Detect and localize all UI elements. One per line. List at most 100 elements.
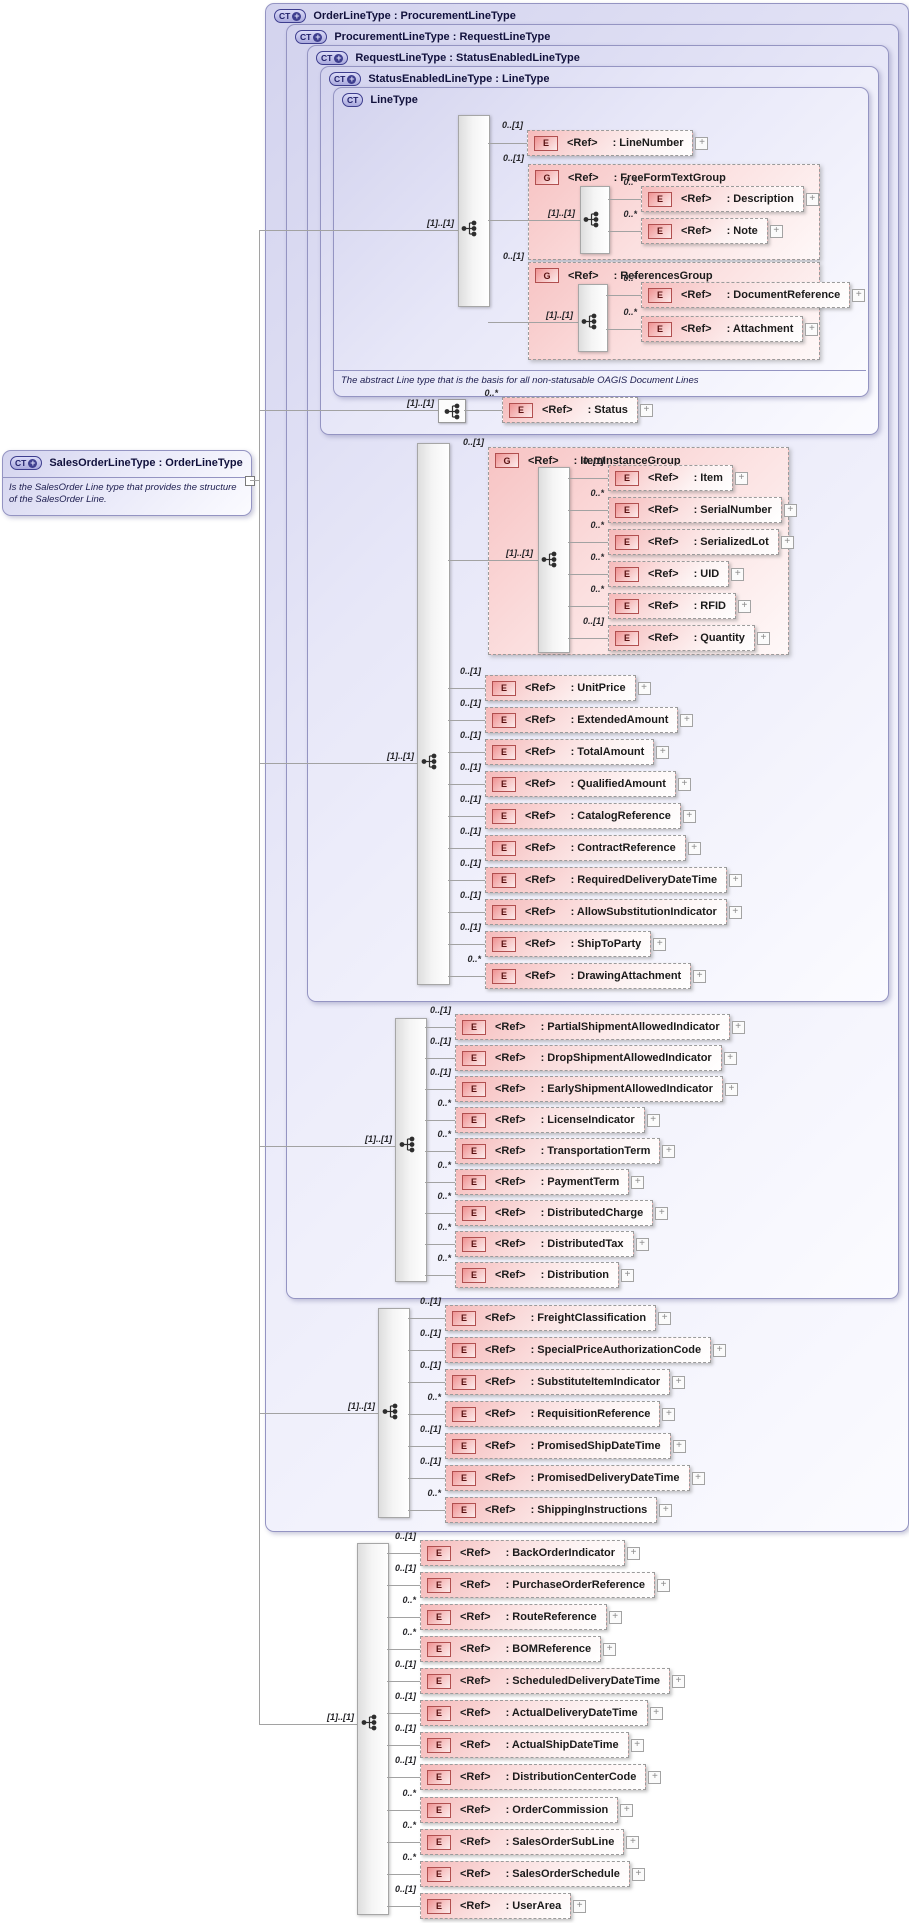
expand-plus-icon[interactable]: + (672, 1674, 686, 1688)
element-box-routereference[interactable]: E <Ref>: RouteReference (420, 1604, 607, 1630)
element-box-totalamount[interactable]: E <Ref>: TotalAmount (485, 739, 655, 765)
complextype-icon[interactable]: CT + (10, 456, 43, 470)
expand-plus-icon[interactable]: + (693, 969, 707, 983)
complextype-box-salesorderlinetype[interactable] (2, 450, 252, 516)
expand-plus-icon[interactable]: + (649, 1706, 663, 1720)
expand-plus-icon[interactable]: + (723, 1051, 737, 1065)
expand-plus-icon[interactable]: + (805, 322, 819, 336)
element-box-bomreference[interactable]: E <Ref>: BOMReference (420, 1636, 602, 1662)
element-box-distribution[interactable]: E <Ref>: Distribution (455, 1262, 620, 1288)
expand-plus-icon[interactable]: + (695, 136, 709, 150)
expand-plus-icon[interactable]: + (769, 224, 783, 238)
expand-plus-icon[interactable]: + (573, 1899, 587, 1913)
expand-plus-icon[interactable]: + (672, 1375, 686, 1389)
element-box-allowsubstitutionindicator[interactable]: E <Ref>: AllowSubstitutionIndicator (485, 899, 727, 925)
expand-plus-icon[interactable]: + (637, 681, 651, 695)
group-box-freeformtextgroup[interactable] (528, 164, 820, 260)
element-box-requireddeliverydatetime[interactable]: E <Ref>: RequiredDeliveryDateTime (485, 867, 728, 893)
sequence-icon[interactable] (541, 551, 558, 573)
sequence-icon[interactable] (361, 1714, 378, 1736)
sequence-icon[interactable] (399, 1136, 416, 1158)
expand-plus-icon[interactable]: + (852, 288, 866, 302)
element-box-salesordersubline[interactable]: E <Ref>: SalesOrderSubLine (420, 1829, 625, 1855)
expand-plus-icon[interactable]: + (687, 841, 701, 855)
element-box-distributedtax[interactable]: E <Ref>: DistributedTax (455, 1231, 634, 1257)
expand-plus-icon[interactable]: + (731, 567, 745, 581)
element-box-earlyshipmentallowedindicator[interactable]: E <Ref>: EarlyShipmentAllowedIndicator (455, 1076, 723, 1102)
expand-plus-icon[interactable]: + (648, 1770, 662, 1784)
element-box-documentreference[interactable]: E <Ref>: DocumentReference (641, 282, 851, 308)
element-box-rfid[interactable]: E <Ref>: RFID (608, 593, 736, 619)
element-box-ordercommission[interactable]: E <Ref>: OrderCommission (420, 1797, 619, 1823)
expand-plus-icon[interactable]: + (626, 1835, 640, 1849)
connector-handle[interactable] (245, 476, 255, 486)
expand-plus-icon[interactable]: + (682, 809, 696, 823)
element-box-catalogreference[interactable]: E <Ref>: CatalogReference (485, 803, 681, 829)
element-box-shiptoparty[interactable]: E <Ref>: ShipToParty (485, 931, 652, 957)
expand-plus-icon[interactable]: + (627, 1546, 640, 1560)
expand-plus-icon[interactable]: + (680, 713, 694, 727)
sequence-icon[interactable] (581, 313, 598, 335)
group-box-referencesgroup[interactable] (528, 262, 820, 360)
element-box-paymentterm[interactable]: E <Ref>: PaymentTerm (455, 1169, 630, 1195)
complextype-icon[interactable]: CT + (295, 30, 328, 44)
element-box-drawingattachment[interactable]: E <Ref>: DrawingAttachment (485, 963, 692, 989)
element-box-note[interactable]: E <Ref>: Note (641, 218, 768, 244)
element-box-qualifiedamount[interactable]: E <Ref>: QualifiedAmount (485, 771, 676, 797)
expand-plus-icon[interactable]: + (713, 1343, 727, 1357)
element-box-item[interactable]: E <Ref>: Item (608, 465, 733, 491)
element-box-distributioncentercode[interactable]: E <Ref>: DistributionCenterCode (420, 1764, 647, 1790)
expand-plus-icon[interactable]: + (653, 937, 667, 951)
element-box-requisitionreference[interactable]: E <Ref>: RequisitionReference (445, 1401, 661, 1427)
element-box-substituteitemindicator[interactable]: E <Ref>: SubstituteItemIndicator (445, 1369, 671, 1395)
expand-plus-icon[interactable]: + (621, 1268, 635, 1282)
element-box-actualshipdatetime[interactable]: E <Ref>: ActualShipDateTime (420, 1732, 629, 1758)
complextype-icon[interactable]: CT + (329, 72, 362, 86)
complextype-icon[interactable]: CT + (274, 9, 307, 23)
expand-plus-icon[interactable]: + (658, 1311, 672, 1325)
element-box-serialnumber[interactable]: E <Ref>: SerialNumber (608, 497, 782, 523)
element-box-distributedcharge[interactable]: E <Ref>: DistributedCharge (455, 1200, 654, 1226)
sequence-icon[interactable] (382, 1403, 399, 1425)
expand-plus-icon[interactable]: + (608, 1610, 622, 1624)
expand-plus-icon[interactable]: + (734, 471, 748, 485)
expand-plus-icon[interactable]: + (677, 777, 691, 791)
element-box-partialshipmentallowedindicator[interactable]: E <Ref>: PartialShipmentAllowedIndicator (455, 1014, 730, 1040)
expand-plus-icon[interactable]: + (631, 1867, 645, 1881)
expand-plus-icon[interactable]: + (631, 1175, 645, 1189)
expand-plus-icon[interactable]: + (655, 1206, 669, 1220)
complextype-icon[interactable]: CT (342, 93, 364, 107)
element-box-userarea[interactable]: E <Ref>: UserArea (420, 1893, 572, 1919)
element-box-dropshipmentallowedindicator[interactable]: E <Ref>: DropShipmentAllowedIndicator (455, 1045, 722, 1071)
expand-plus-icon[interactable]: + (662, 1144, 676, 1158)
element-box-contractreference[interactable]: E <Ref>: ContractReference (485, 835, 686, 861)
element-box-linenumber[interactable]: E <Ref>: LineNumber (527, 130, 694, 156)
element-box-shippinginstructions[interactable]: E <Ref>: ShippingInstructions (445, 1497, 658, 1523)
sequence-icon-box[interactable] (438, 399, 466, 423)
sequence-icon[interactable] (421, 753, 438, 775)
expand-plus-icon[interactable]: + (756, 631, 770, 645)
element-box-licenseindicator[interactable]: E <Ref>: LicenseIndicator (455, 1107, 645, 1133)
element-box-extendedamount[interactable]: E <Ref>: ExtendedAmount (485, 707, 679, 733)
expand-plus-icon[interactable]: + (783, 503, 797, 517)
expand-plus-icon[interactable]: + (603, 1642, 617, 1656)
expand-plus-icon[interactable]: + (780, 535, 794, 549)
element-box-uid[interactable]: E <Ref>: UID (608, 561, 730, 587)
complextype-icon[interactable]: CT + (316, 51, 349, 65)
expand-plus-icon[interactable]: + (737, 599, 751, 613)
sequence-icon[interactable] (583, 211, 600, 233)
element-box-actualdeliverydatetime[interactable]: E <Ref>: ActualDeliveryDateTime (420, 1700, 648, 1726)
expand-plus-icon[interactable]: + (656, 745, 670, 759)
sequence-icon[interactable] (461, 220, 478, 242)
element-box-purchaseorderreference[interactable]: E <Ref>: PurchaseOrderReference (420, 1572, 655, 1598)
element-box-promiseddeliverydatetime[interactable]: E <Ref>: PromisedDeliveryDateTime (445, 1465, 690, 1491)
expand-plus-icon[interactable]: + (656, 1578, 670, 1592)
element-box-description[interactable]: E <Ref>: Description (641, 186, 804, 212)
element-box-backorderindicator[interactable]: E <Ref>: BackOrderIndicator (420, 1540, 625, 1566)
element-box-unitprice[interactable]: E <Ref>: UnitPrice (485, 675, 636, 701)
expand-plus-icon[interactable]: + (729, 873, 743, 887)
element-box-specialpriceauthorizationcode[interactable]: E <Ref>: SpecialPriceAuthorizationCode (445, 1337, 712, 1363)
expand-plus-icon[interactable]: + (662, 1407, 676, 1421)
element-box-quantity[interactable]: E <Ref>: Quantity (608, 625, 755, 651)
expand-plus-icon[interactable]: + (672, 1439, 686, 1453)
